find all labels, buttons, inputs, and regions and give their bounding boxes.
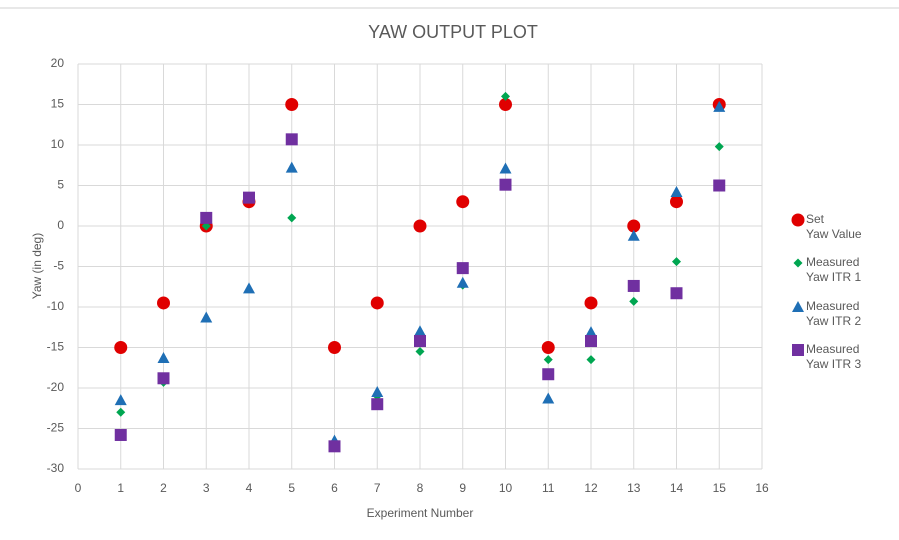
y-tick-label: -20	[47, 380, 65, 394]
point	[713, 179, 726, 192]
point	[243, 282, 255, 294]
point	[627, 219, 641, 233]
point	[585, 335, 597, 348]
point	[670, 195, 683, 209]
point	[328, 341, 341, 354]
x-tick-label: 15	[713, 481, 727, 495]
point	[670, 287, 683, 300]
legend-marker	[793, 258, 803, 268]
point	[116, 407, 126, 417]
point	[371, 398, 384, 411]
x-tick-label: 1	[117, 481, 124, 495]
legend-label: Measured Yaw ITR 3	[806, 342, 861, 371]
point	[499, 98, 512, 111]
point	[584, 296, 598, 310]
x-tick-label: 2	[160, 481, 167, 495]
y-axis-label: Yaw (in deg)	[30, 233, 44, 299]
point	[328, 440, 341, 453]
point	[499, 178, 512, 191]
x-tick-label: 3	[203, 481, 210, 495]
point	[114, 394, 127, 406]
x-tick-label: 14	[670, 481, 684, 495]
point	[114, 428, 127, 441]
y-tick-label: -30	[47, 461, 65, 475]
x-tick-label: 6	[331, 481, 338, 495]
point	[586, 355, 596, 365]
point	[543, 355, 553, 365]
point	[414, 325, 426, 337]
y-tick-label: 0	[57, 218, 64, 232]
point	[285, 98, 299, 111]
x-tick-label: 4	[246, 481, 253, 495]
legend-marker	[791, 213, 805, 227]
y-tick-label: 10	[51, 137, 65, 151]
legend-label: Measured Yaw ITR 1	[806, 255, 861, 284]
point	[542, 368, 555, 381]
chart-title: YAW OUTPUT PLOT	[368, 22, 538, 42]
x-tick-label: 7	[374, 481, 381, 495]
y-tick-label: -25	[47, 421, 65, 435]
y-tick-label: -5	[53, 259, 64, 273]
y-tick-label: 20	[51, 56, 65, 70]
point	[200, 311, 213, 323]
point	[629, 296, 639, 306]
point	[287, 213, 297, 223]
point	[415, 347, 425, 357]
point	[714, 142, 724, 152]
y-tick-label: 15	[51, 97, 65, 111]
point	[157, 296, 170, 310]
point	[243, 191, 255, 204]
point	[713, 100, 726, 112]
point	[585, 326, 597, 338]
point	[285, 161, 298, 173]
point	[285, 133, 298, 146]
legend-label: Set Yaw Value	[806, 212, 862, 241]
x-tick-label: 11	[542, 481, 555, 495]
x-tick-label: 0	[75, 481, 82, 495]
point	[114, 341, 128, 354]
legend-marker	[792, 301, 804, 312]
point	[413, 219, 427, 233]
point	[456, 262, 469, 275]
point	[157, 352, 170, 364]
point	[542, 392, 555, 404]
legend-label: Measured Yaw ITR 2	[806, 299, 861, 328]
point	[370, 296, 384, 310]
point	[371, 386, 384, 398]
x-tick-label: 5	[288, 481, 295, 495]
point	[157, 372, 170, 385]
x-axis-label: Experiment Number	[367, 506, 474, 520]
point	[670, 185, 683, 197]
y-tick-label: -10	[47, 299, 65, 313]
point	[200, 211, 213, 224]
legend-marker	[792, 344, 804, 356]
point	[414, 335, 426, 348]
y-tick-label: -15	[47, 340, 65, 354]
point	[627, 229, 640, 241]
point	[627, 279, 640, 292]
point	[456, 195, 470, 209]
point	[499, 162, 512, 174]
point	[456, 276, 469, 288]
x-tick-label: 8	[417, 481, 424, 495]
x-tick-label: 9	[459, 481, 466, 495]
point	[501, 91, 510, 101]
point	[672, 257, 681, 267]
x-tick-label: 12	[584, 481, 598, 495]
x-tick-label: 16	[755, 481, 769, 495]
y-tick-label: 5	[57, 178, 64, 192]
x-tick-label: 13	[627, 481, 641, 495]
x-tick-label: 10	[499, 481, 513, 495]
point	[541, 341, 555, 354]
